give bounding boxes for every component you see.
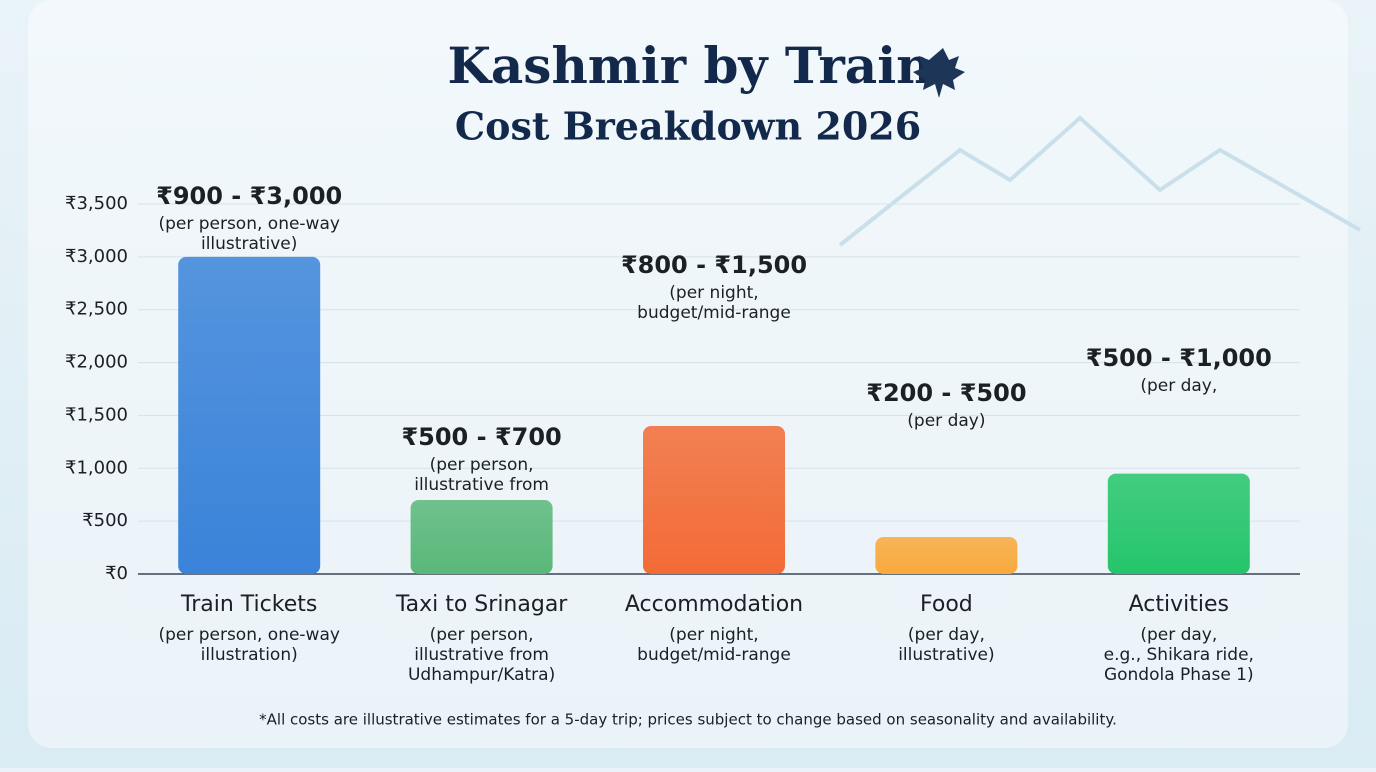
y-tick-label: ₹1,000 (65, 457, 128, 478)
chart-title: Kashmir by Train (447, 36, 932, 95)
category-note: Udhampur/Katra) (408, 665, 555, 685)
range-label: ₹500 - ₹1,000 (1086, 344, 1272, 372)
card (28, 0, 1348, 748)
y-tick-label: ₹2,000 (65, 352, 128, 373)
range-label: ₹900 - ₹3,000 (156, 182, 342, 210)
footnote: *All costs are illustrative estimates fo… (259, 711, 1117, 729)
category-note: (per person, one-way (158, 625, 340, 645)
range-note: (per person, one-way (158, 214, 340, 234)
range-note: (per person, (430, 455, 534, 475)
category-note: (per person, (430, 625, 534, 645)
y-tick-label: ₹3,500 (65, 193, 128, 214)
bar (1107, 473, 1250, 574)
category-note: (per day, (1140, 625, 1217, 645)
x-tick-label: Activities (1129, 592, 1229, 617)
y-tick-label: ₹3,000 (65, 246, 128, 267)
y-tick-label: ₹2,500 (65, 299, 128, 320)
range-note: budget/mid-range (637, 303, 791, 323)
chart-subtitle: Cost Breakdown 2026 (455, 104, 921, 149)
range-note: (per night, (669, 283, 758, 303)
category-note: (per night, (669, 625, 758, 645)
x-tick-label: Train Tickets (180, 592, 317, 617)
y-tick-label: ₹500 (82, 510, 128, 531)
y-tick-label: ₹1,500 (65, 404, 128, 425)
range-note: (per day, (1140, 376, 1217, 396)
y-tick-label: ₹0 (105, 563, 128, 584)
x-tick-label: Food (920, 592, 973, 617)
x-tick-label: Taxi to Srinagar (395, 592, 568, 617)
range-label: ₹800 - ₹1,500 (621, 251, 807, 279)
mountains (838, 115, 1361, 247)
category-note: illustrative) (898, 645, 994, 665)
range-note: (per day) (907, 411, 985, 431)
range-label: ₹200 - ₹500 (866, 379, 1026, 407)
category-note: Gondola Phase 1) (1104, 665, 1254, 685)
range-label: ₹500 - ₹700 (401, 423, 561, 451)
category-note: (per day, (908, 625, 985, 645)
category-note: illustrative from (414, 645, 549, 665)
bar (875, 537, 1018, 574)
bar (410, 500, 553, 574)
range-note: illustrative) (201, 234, 297, 254)
category-note: illustration) (201, 645, 298, 665)
maple-leaf-icon (913, 48, 965, 98)
bar (178, 256, 321, 574)
category-note: e.g., Shikara ride, (1104, 645, 1254, 665)
category-note: budget/mid-range (637, 645, 791, 665)
range-note: illustrative from (414, 475, 549, 495)
bar (643, 426, 785, 574)
x-tick-label: Accommodation (625, 592, 803, 617)
